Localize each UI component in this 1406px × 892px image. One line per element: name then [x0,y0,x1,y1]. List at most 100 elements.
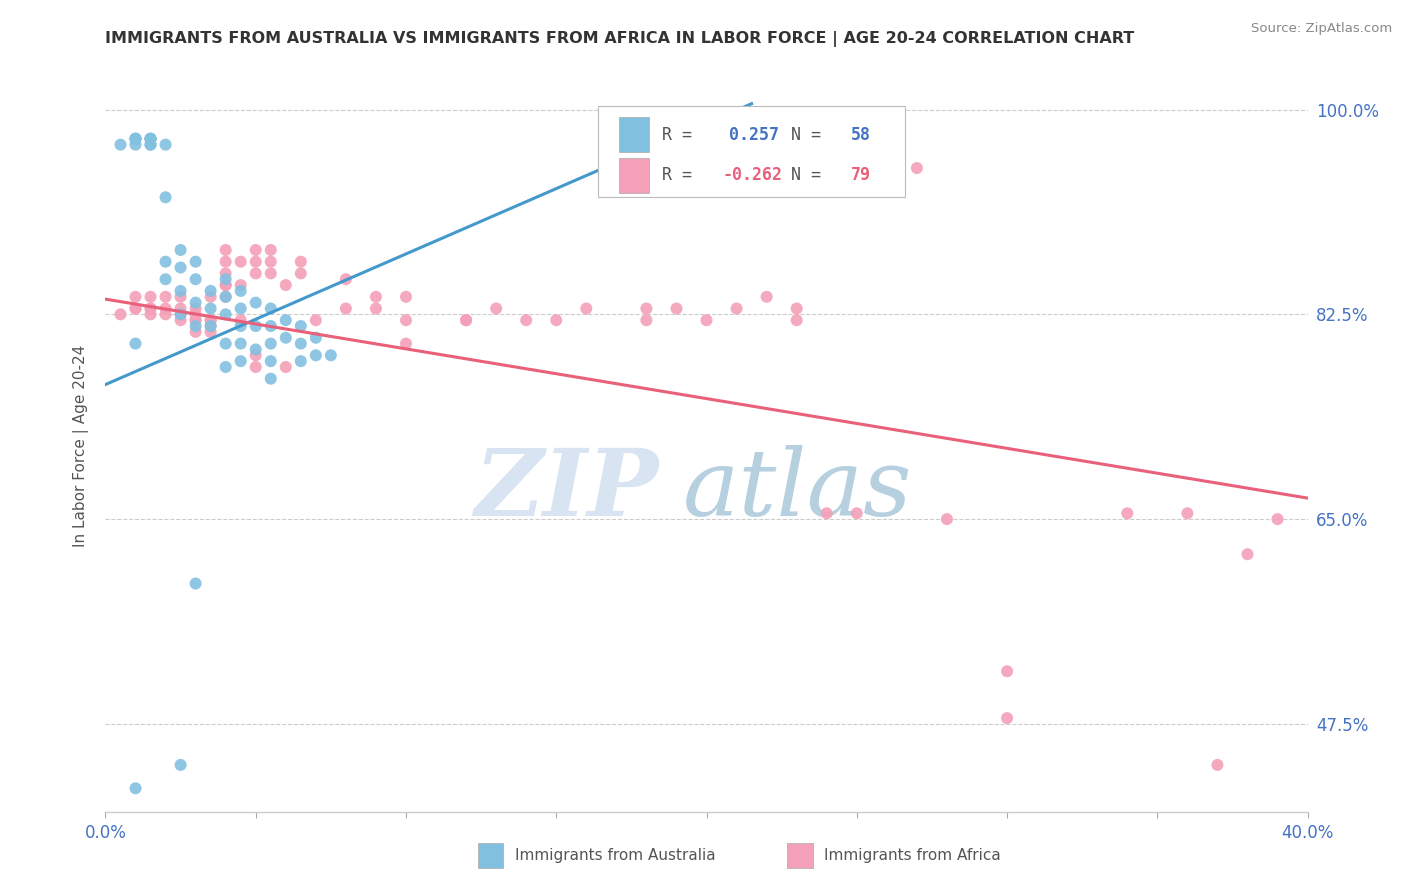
Point [274,359,297,374]
Text: 0.257: 0.257 [730,126,779,144]
Point [786,301,808,316]
Point [290,319,312,334]
Point [214,272,236,286]
Point [124,336,146,351]
Point [1206,758,1229,772]
Point [755,132,778,146]
Point [155,254,177,268]
Point [395,290,418,304]
Point [245,266,267,280]
Point [139,132,162,146]
FancyBboxPatch shape [619,158,648,193]
Text: R =: R = [662,126,702,144]
Point [905,161,928,175]
Point [169,307,191,321]
Point [155,307,177,321]
Point [124,781,146,796]
Text: Immigrants from Africa: Immigrants from Africa [824,848,1001,863]
Point [229,319,252,334]
Point [124,301,146,316]
Point [200,284,222,298]
Point [245,319,267,334]
Point [139,301,162,316]
Point [454,313,477,327]
Point [546,313,568,327]
Point [184,319,207,334]
Point [1175,506,1198,520]
Point [155,272,177,286]
Point [200,290,222,304]
Point [260,354,283,368]
Text: Immigrants from Australia: Immigrants from Australia [515,848,716,863]
Point [169,313,191,327]
Point [229,313,252,327]
Point [229,254,252,268]
Point [1236,547,1258,561]
Point [184,576,207,591]
Point [214,307,236,321]
Text: IMMIGRANTS FROM AUSTRALIA VS IMMIGRANTS FROM AFRICA IN LABOR FORCE | AGE 20-24 C: IMMIGRANTS FROM AUSTRALIA VS IMMIGRANTS … [105,31,1135,47]
Point [229,354,252,368]
Point [184,313,207,327]
Point [155,137,177,152]
Point [184,254,207,268]
Point [184,313,207,327]
Point [169,284,191,298]
Point [124,290,146,304]
Point [214,290,236,304]
Point [200,313,222,327]
Point [169,758,191,772]
Point [290,336,312,351]
Point [110,137,132,152]
Point [155,301,177,316]
Point [454,313,477,327]
Point [169,290,191,304]
Point [305,313,328,327]
Point [245,348,267,362]
Point [124,132,146,146]
Point [335,272,357,286]
Point [395,313,418,327]
Point [184,307,207,321]
Point [155,190,177,204]
Text: R =: R = [662,166,702,184]
Point [124,137,146,152]
Point [229,336,252,351]
Point [665,301,688,316]
Point [260,336,283,351]
Point [260,319,283,334]
Point [305,331,328,345]
Point [575,301,598,316]
Point [274,278,297,293]
FancyBboxPatch shape [619,117,648,153]
Point [274,313,297,327]
Text: 79: 79 [851,166,870,184]
Point [290,266,312,280]
Point [200,313,222,327]
Point [214,336,236,351]
Text: 58: 58 [851,126,870,144]
Point [200,319,222,334]
Point [485,301,508,316]
Point [755,290,778,304]
Point [124,132,146,146]
Point [229,301,252,316]
Point [229,284,252,298]
Point [110,307,132,321]
Point [169,301,191,316]
Point [786,313,808,327]
Point [139,307,162,321]
Point [290,354,312,368]
Point [124,301,146,316]
Point [845,506,868,520]
Point [169,243,191,257]
Point [245,359,267,374]
Point [139,132,162,146]
Point [995,711,1018,725]
Point [260,266,283,280]
Point [245,254,267,268]
Point [305,348,328,362]
Point [169,307,191,321]
Point [229,278,252,293]
Point [245,343,267,357]
